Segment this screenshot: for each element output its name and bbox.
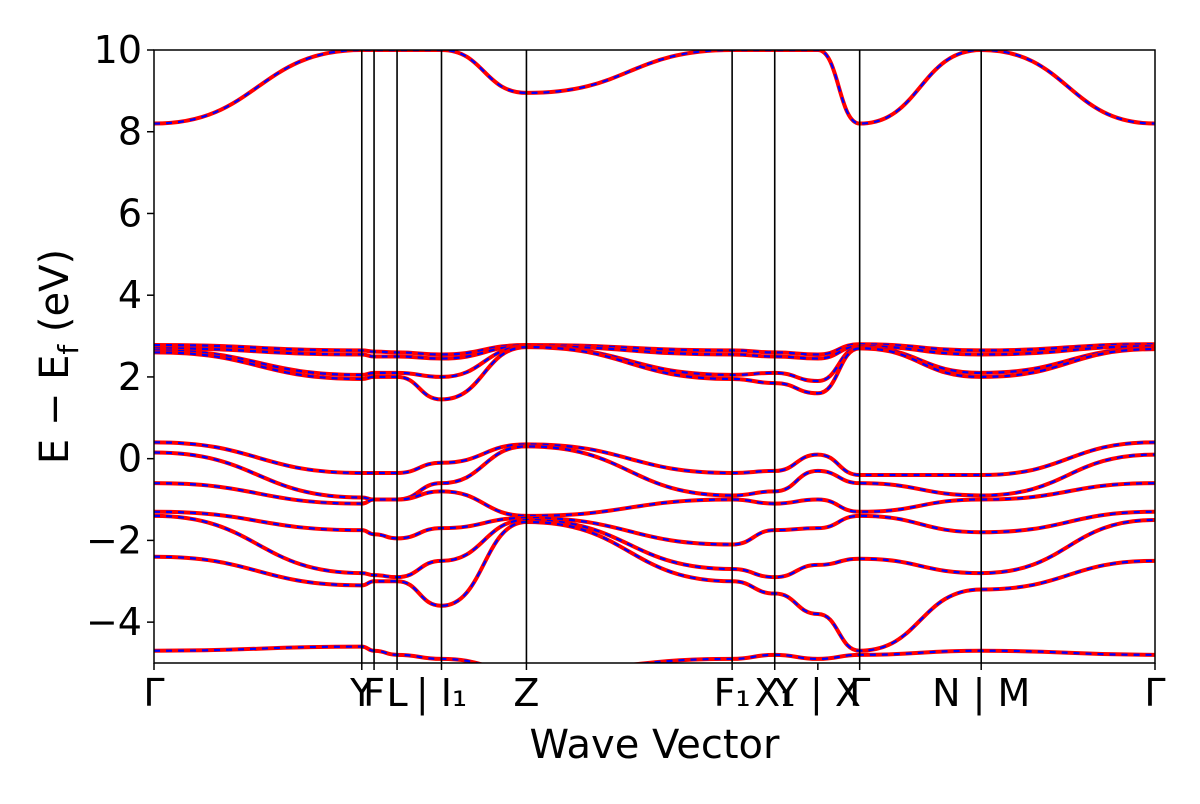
band-line-spin-down xyxy=(154,514,1155,579)
kpoint-label: | I₁ xyxy=(416,671,467,716)
band-line-spin-up xyxy=(154,520,1155,653)
band-line-spin-down xyxy=(154,645,1155,663)
kpoint-label: L xyxy=(386,671,407,715)
y-axis-label: E − Ef (eV) xyxy=(32,249,85,464)
kpoint-label: F xyxy=(363,671,385,715)
band-line-spin-up xyxy=(154,50,1155,126)
y-tick-label: 8 xyxy=(118,110,142,154)
plot-frame xyxy=(153,49,1156,664)
band-line-spin-down xyxy=(154,510,1155,546)
y-axis-label-subscript: f xyxy=(52,344,85,355)
y-tick-label: 4 xyxy=(118,273,142,317)
band-line-spin-down xyxy=(154,520,1155,652)
x-axis-label: Wave Vector xyxy=(530,722,781,768)
kpoint-label: Γ xyxy=(849,671,870,715)
y-axis-label-main: E − E xyxy=(32,355,78,465)
y-tick-label: 6 xyxy=(118,191,142,235)
y-axis: −4 −2 0 2 4 6 8 10 xyxy=(86,28,154,644)
kpath-vertical-lines xyxy=(360,50,982,663)
kpoint-label: Z xyxy=(513,671,539,715)
y-tick-label: 0 xyxy=(118,437,142,481)
y-tick-label: −2 xyxy=(86,518,142,562)
y-tick-label: 10 xyxy=(94,28,142,72)
bands-layer xyxy=(154,50,1155,663)
band-line-spin-down xyxy=(154,345,1155,360)
band-line-spin-down xyxy=(154,441,1155,477)
kpoint-label: Γ xyxy=(1144,671,1165,715)
kpoint-label: Y xyxy=(349,671,374,715)
band-line-spin-up xyxy=(154,509,1155,547)
band-line-spin-down xyxy=(154,343,1155,356)
kpoint-label: X₁ xyxy=(754,671,795,715)
band-line-spin-up xyxy=(154,481,1155,518)
kpoint-label: N | M xyxy=(932,671,1030,716)
band-line-spin-down xyxy=(154,345,1155,383)
y-axis-label-unit: (eV) xyxy=(32,249,78,345)
y-tick-label: −4 xyxy=(86,600,142,644)
band-line-spin-up xyxy=(154,513,1155,580)
band-line-spin-up xyxy=(154,440,1155,478)
band-line-spin-down xyxy=(154,346,1155,401)
y-tick-label: 2 xyxy=(118,355,142,399)
kpoint-label: Y | X xyxy=(774,671,861,716)
kpoint-label: Γ xyxy=(143,671,164,715)
band-line-spin-down xyxy=(154,445,1155,501)
kpoint-label: F₁ xyxy=(714,671,751,715)
band-line-spin-down xyxy=(154,50,1155,125)
